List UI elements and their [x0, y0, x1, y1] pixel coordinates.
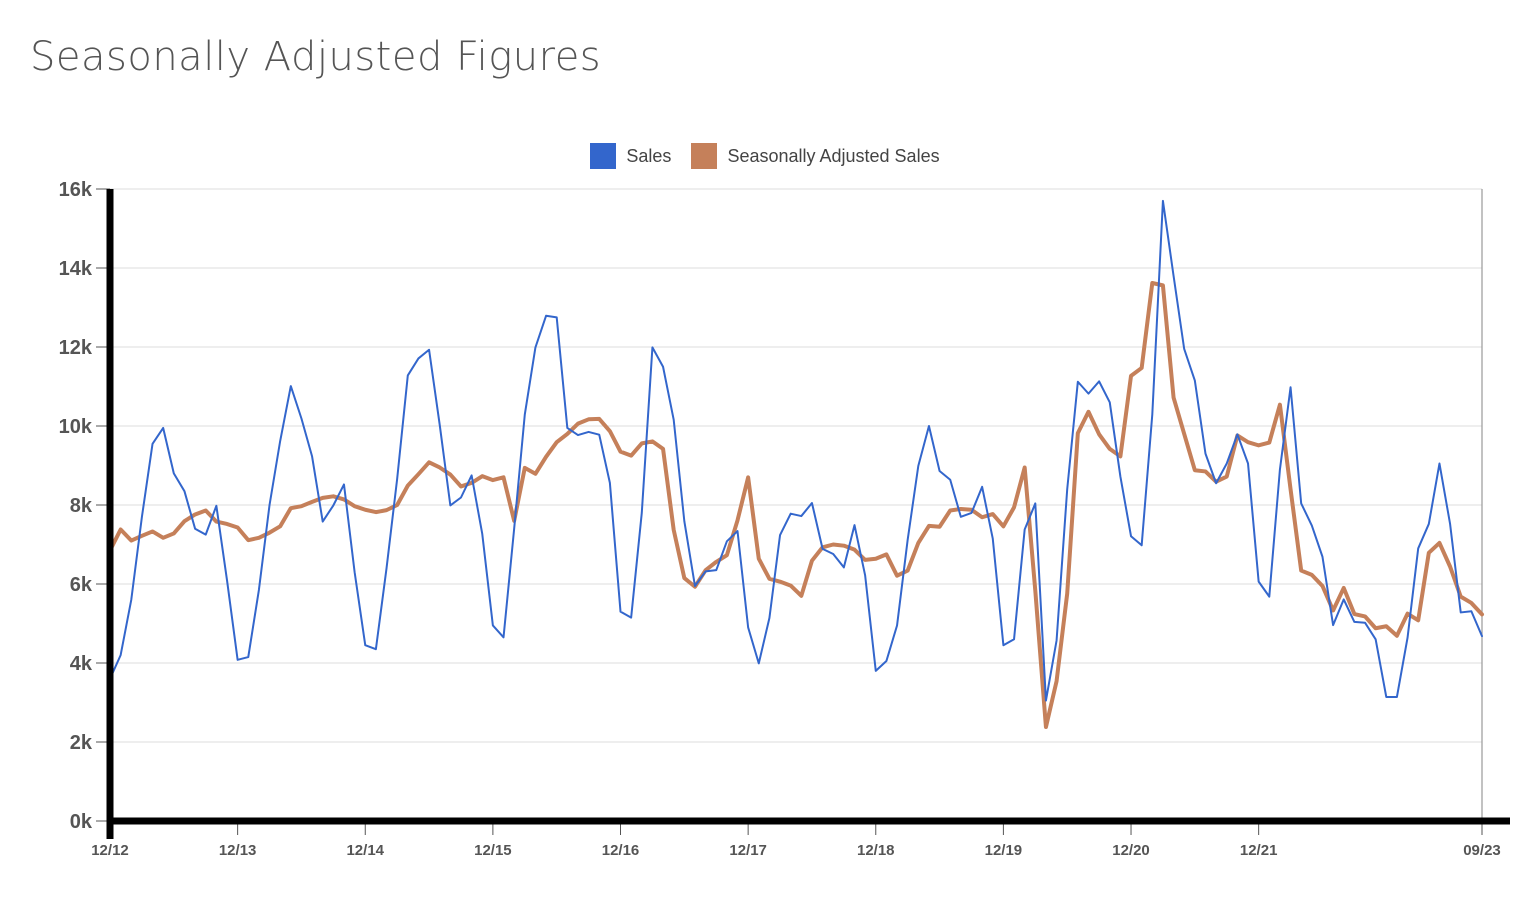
y-tick-label: 6k — [70, 574, 93, 596]
x-tick-label: 12/21 — [1240, 842, 1278, 859]
legend-label-sales: Sales — [626, 145, 672, 166]
y-tick-label: 0k — [70, 811, 93, 833]
x-tick-label: 12/18 — [857, 842, 895, 859]
chart-title: Seasonally Adjusted Figures — [30, 34, 602, 80]
x-tick-label: 12/16 — [602, 842, 640, 859]
y-tick-label: 2k — [70, 732, 93, 754]
y-axis-ticks: 0k 2k 4k 6k 8k 10k 12k 14k 16k — [59, 179, 110, 833]
legend-item-sales[interactable]: Sales — [590, 143, 671, 169]
y-tick-label: 12k — [59, 337, 93, 359]
gridlines — [110, 188, 1483, 821]
y-tick-label: 4k — [70, 653, 93, 675]
y-tick-label: 10k — [59, 416, 93, 438]
x-tick-label: 12/14 — [346, 842, 384, 859]
x-tick-label: 12/20 — [1112, 842, 1150, 859]
series-lines — [108, 199, 1484, 729]
x-tick-label: 09/23 — [1463, 842, 1501, 859]
x-tick-label: 12/13 — [219, 842, 257, 859]
x-tick-label: 12/17 — [729, 842, 767, 859]
x-tick-label: 12/12 — [91, 842, 129, 859]
series-line-sales — [109, 199, 1483, 702]
legend-label-seasonally-adjusted: Seasonally Adjusted Sales — [727, 145, 940, 166]
y-tick-label: 8k — [70, 495, 93, 517]
legend-swatch-sales — [590, 143, 617, 169]
series-line-seasonally-adjusted — [108, 281, 1484, 729]
legend-item-seasonally-adjusted[interactable]: Seasonally Adjusted Sales — [691, 143, 940, 169]
y-tick-label: 16k — [59, 179, 93, 201]
y-tick-label: 14k — [59, 258, 93, 280]
x-tick-label: 12/19 — [985, 842, 1023, 859]
legend-swatch-seasonally-adjusted — [691, 143, 718, 169]
x-axis-ticks: 12/12 12/13 12/14 12/15 12/16 12/17 12/18 12/19… — [91, 821, 1501, 859]
axes — [106, 189, 1510, 839]
x-tick-label: 12/15 — [474, 842, 512, 859]
legend: Sales Seasonally Adjusted Sales — [0, 143, 1530, 169]
